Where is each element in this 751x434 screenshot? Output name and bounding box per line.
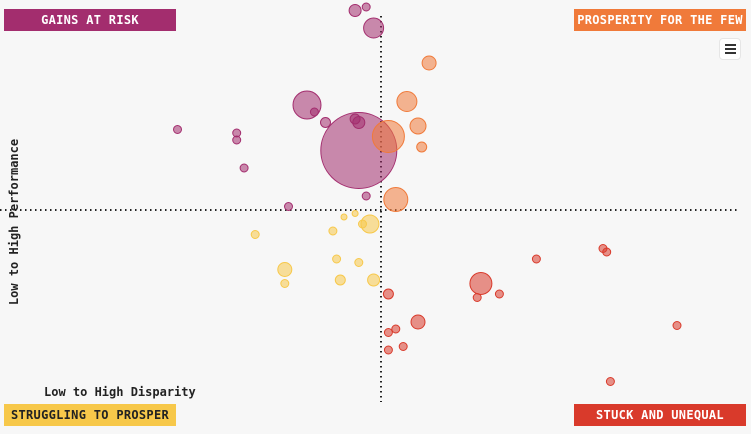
- data-point-s1-1[interactable]: [396, 91, 418, 112]
- data-point-s2-3[interactable]: [250, 230, 260, 239]
- data-point-s3-2[interactable]: [494, 289, 504, 299]
- data-point-s0-0[interactable]: [348, 4, 362, 17]
- data-point-s3-11[interactable]: [602, 247, 612, 257]
- data-point-s2-1[interactable]: [358, 219, 367, 229]
- data-point-s3-12[interactable]: [672, 321, 682, 330]
- quadrant-label-prosperity-for-the-few: PROSPERITY FOR THE FEW: [574, 9, 746, 31]
- data-point-s0-12[interactable]: [239, 163, 249, 173]
- data-point-s3-3[interactable]: [382, 288, 394, 300]
- x-axis-label: Low to High Disparity: [44, 385, 196, 399]
- data-point-s1-0[interactable]: [421, 55, 437, 71]
- quadrant-label-struggling-to-prosper: STRUGGLING TO PROSPER: [4, 404, 176, 426]
- quadrant-label-stuck-and-unequal: STUCK AND UNEQUAL: [574, 404, 746, 426]
- data-point-s3-4[interactable]: [410, 314, 426, 330]
- data-point-s0-11[interactable]: [232, 135, 242, 145]
- data-point-s0-13[interactable]: [284, 202, 293, 211]
- data-point-s3-6[interactable]: [383, 328, 393, 337]
- data-point-s2-5[interactable]: [280, 279, 290, 288]
- data-point-s2-2[interactable]: [328, 226, 338, 236]
- data-point-s1-5[interactable]: [383, 187, 409, 212]
- data-point-s0-2[interactable]: [363, 17, 385, 39]
- data-point-s0-5[interactable]: [320, 117, 331, 128]
- data-points: [173, 2, 682, 386]
- hamburger-menu-icon[interactable]: [719, 38, 741, 60]
- data-point-s0-4[interactable]: [309, 107, 319, 117]
- data-point-s3-13[interactable]: [605, 377, 615, 386]
- data-point-s1-4[interactable]: [416, 141, 428, 153]
- data-point-s2-4[interactable]: [277, 262, 293, 277]
- data-point-s3-8[interactable]: [383, 345, 393, 355]
- data-point-s0-1[interactable]: [361, 2, 371, 12]
- data-point-s2-7[interactable]: [334, 274, 346, 286]
- data-point-s0-9[interactable]: [173, 125, 182, 134]
- data-point-s3-0[interactable]: [469, 272, 493, 295]
- data-point-s3-7[interactable]: [398, 342, 408, 351]
- data-point-s2-9[interactable]: [367, 273, 381, 287]
- quadrant-label-gains-at-risk: GAINS AT RISK: [4, 9, 176, 31]
- data-point-s3-1[interactable]: [472, 293, 482, 302]
- data-point-s1-3[interactable]: [371, 120, 405, 153]
- data-point-s2-6[interactable]: [332, 254, 342, 264]
- data-point-s2-8[interactable]: [354, 258, 364, 267]
- data-point-s3-9[interactable]: [531, 254, 541, 264]
- data-point-s3-5[interactable]: [391, 324, 401, 334]
- data-point-s0-14[interactable]: [361, 191, 371, 201]
- data-point-s1-2[interactable]: [409, 117, 427, 135]
- y-axis-label: Low to High Performance: [7, 139, 21, 305]
- data-point-s2-11[interactable]: [351, 210, 359, 217]
- data-point-s2-10[interactable]: [340, 213, 348, 221]
